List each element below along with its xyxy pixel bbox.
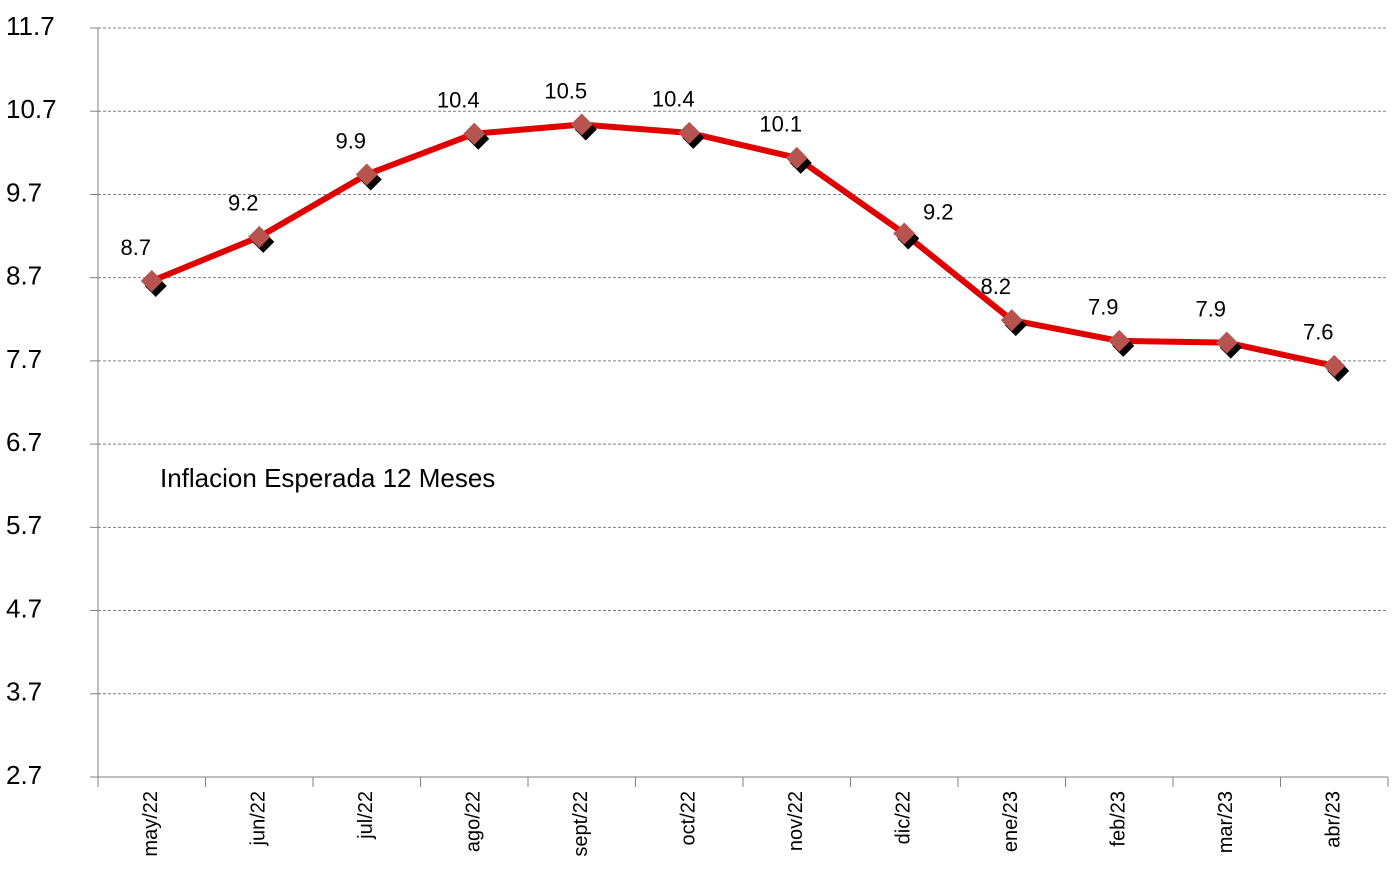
x-tick-label: oct/22 (678, 791, 700, 845)
x-tick-label: ene/23 (1000, 791, 1022, 852)
y-tick-label: 11.7 (6, 11, 55, 41)
data-label: 8.2 (980, 274, 1011, 299)
marker (678, 121, 701, 144)
data-label: 9.2 (228, 191, 259, 216)
marker (1215, 331, 1238, 354)
marker (355, 163, 378, 186)
y-tick-label: 10.7 (6, 94, 57, 124)
y-tick-label: 7.7 (6, 344, 42, 374)
y-tick-label: 8.7 (6, 261, 42, 291)
marker (248, 225, 271, 248)
x-tick-label: jun/22 (248, 791, 270, 847)
data-label: 7.9 (1195, 296, 1226, 321)
marker (1108, 329, 1131, 352)
line (150, 121, 1335, 369)
data-label: 10.4 (437, 88, 480, 113)
marker (463, 122, 486, 145)
x-tick-label: feb/23 (1108, 791, 1130, 847)
data-label: 7.6 (1303, 320, 1334, 345)
marker (1000, 309, 1023, 332)
x-tick-label: ago/22 (463, 791, 485, 852)
x-tick-label: mar/23 (1215, 791, 1237, 853)
x-tick-label: nov/22 (785, 791, 807, 851)
y-tick-label: 9.7 (6, 177, 42, 207)
y-tick-label: 3.7 (6, 677, 42, 707)
data-label: 10.1 (759, 112, 802, 137)
x-tick-label: dic/22 (893, 791, 915, 844)
data-label: 9.9 (335, 128, 366, 153)
marker (893, 222, 916, 245)
x-tick-label: may/22 (140, 791, 162, 857)
y-tick-label: 2.7 (6, 760, 42, 790)
annotation: Inflacion Esperada 12 Meses (160, 463, 495, 493)
x-tick-label: abr/23 (1323, 791, 1345, 848)
data-label: 10.5 (544, 78, 587, 103)
marker (140, 269, 163, 292)
x-tick-label: jul/22 (355, 791, 377, 840)
marker (1323, 354, 1346, 377)
marker (785, 146, 808, 169)
data-label: 10.4 (652, 87, 695, 112)
data-label: 8.7 (120, 235, 151, 260)
y-tick-label: 6.7 (6, 427, 42, 457)
data-label: 9.2 (923, 199, 954, 224)
x-tick-label: sept/22 (570, 791, 592, 857)
marker (570, 113, 593, 136)
y-tick-label: 4.7 (6, 593, 42, 623)
data-label: 7.9 (1088, 295, 1119, 320)
y-tick-label: 5.7 (6, 510, 42, 540)
